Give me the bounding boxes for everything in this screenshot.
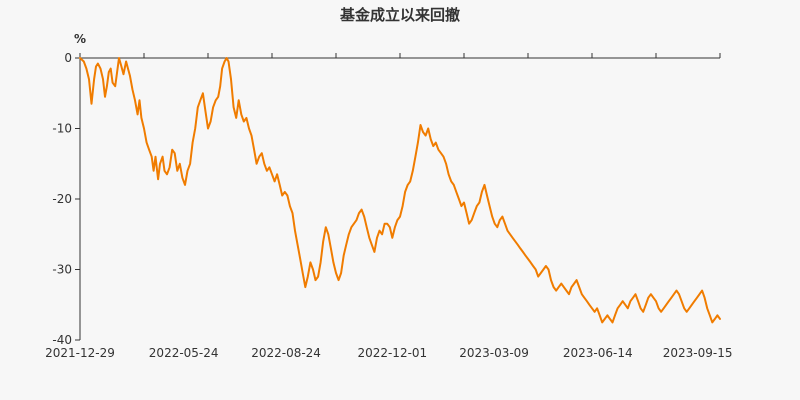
chart-title: 基金成立以来回撤 <box>339 6 460 24</box>
x-tick-label: 2023-03-09 <box>459 346 529 360</box>
y-tick-label: -10 <box>52 122 72 136</box>
x-tick-label: 2021-12-29 <box>45 346 115 360</box>
x-tick-label: 2023-06-14 <box>563 346 633 360</box>
series-group <box>79 57 721 324</box>
y-axis-unit-label: % <box>74 32 86 46</box>
x-tick-label: 2023-09-15 <box>663 346 733 360</box>
y-axis-ticks: 0 -10 -20 -30 -40 <box>52 51 80 347</box>
x-tick-label: 2022-08-24 <box>251 346 321 360</box>
drawdown-series-line <box>79 57 721 324</box>
x-tick-label: 2022-05-24 <box>149 346 219 360</box>
y-tick-label: 0 <box>64 51 72 65</box>
y-tick-label: -30 <box>52 263 72 277</box>
x-tick-label: 2022-12-01 <box>357 346 427 360</box>
x-axis-ticks: 2021-12-29 2022-05-24 2022-08-24 2022-12-01… <box>45 53 732 360</box>
y-tick-label: -40 <box>52 333 72 347</box>
y-tick-label: -20 <box>52 192 72 206</box>
